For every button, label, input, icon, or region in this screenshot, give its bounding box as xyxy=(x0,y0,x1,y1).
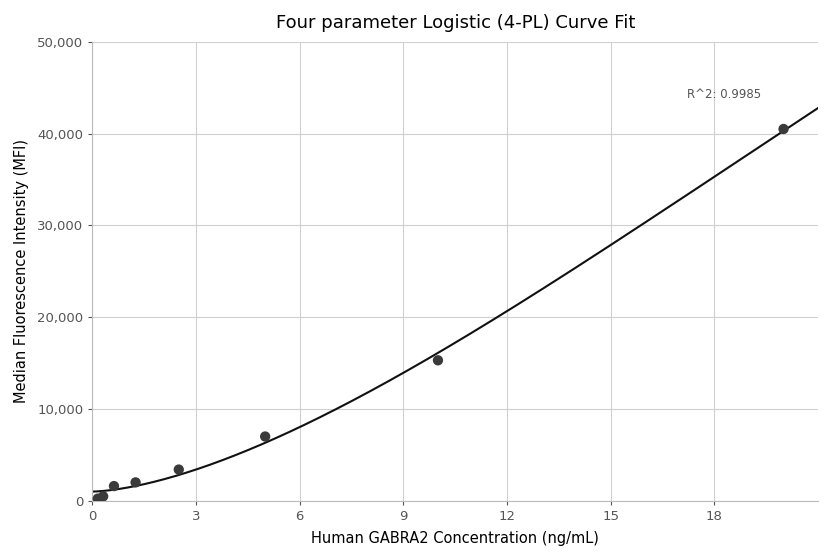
Point xyxy=(259,432,272,441)
Title: Four parameter Logistic (4-PL) Curve Fit: Four parameter Logistic (4-PL) Curve Fit xyxy=(275,14,635,32)
Point xyxy=(92,494,105,503)
X-axis label: Human GABRA2 Concentration (ng/mL): Human GABRA2 Concentration (ng/mL) xyxy=(311,531,599,546)
Point xyxy=(777,124,790,133)
Point xyxy=(431,356,444,365)
Text: R^2: 0.9985: R^2: 0.9985 xyxy=(686,88,761,101)
Point xyxy=(129,478,142,487)
Point xyxy=(107,482,121,491)
Point xyxy=(172,465,186,474)
Y-axis label: Median Fluorescence Intensity (MFI): Median Fluorescence Intensity (MFI) xyxy=(14,139,29,403)
Point xyxy=(97,492,110,501)
